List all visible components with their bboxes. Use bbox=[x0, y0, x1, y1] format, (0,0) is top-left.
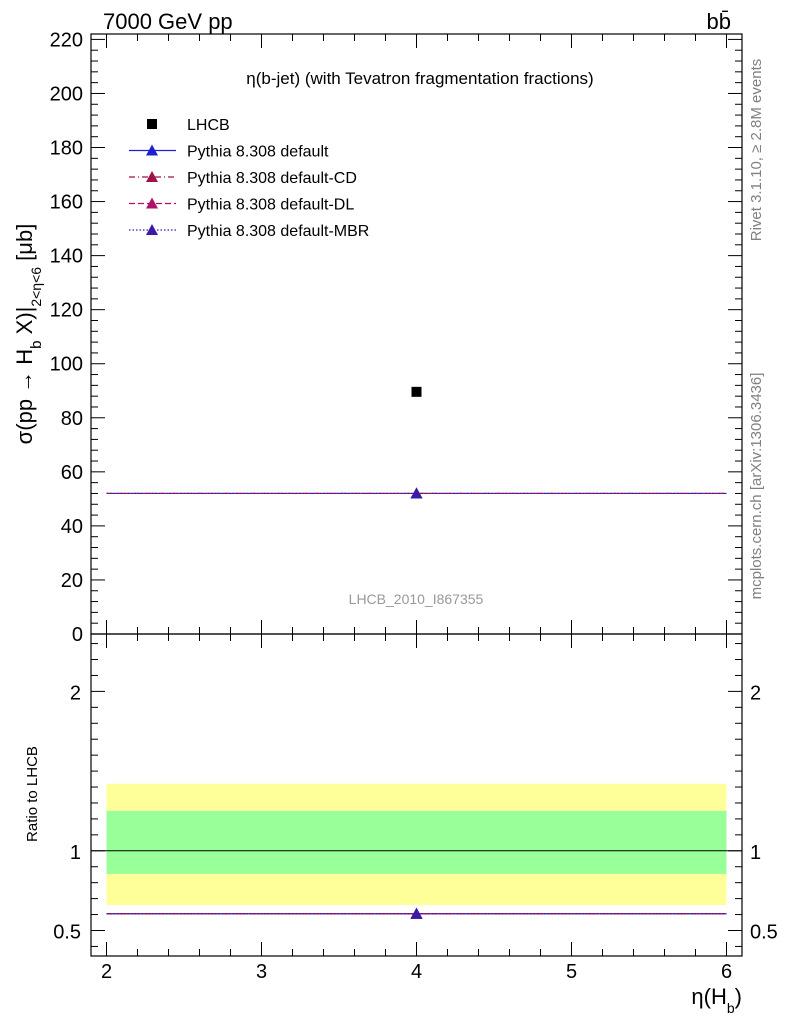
x-tick-label: 4 bbox=[411, 961, 422, 983]
y-axis-label: σ(pp → Hb X)|2<η<6 [μb] bbox=[12, 224, 45, 445]
legend-pythia-8-308-default-mbr-marker bbox=[146, 224, 158, 235]
y-tick-label: 200 bbox=[50, 83, 83, 105]
y-tick-label: 60 bbox=[61, 462, 83, 484]
legend-pythia-8-308-default-marker bbox=[146, 144, 158, 156]
legend-lhcb-label: LHCB bbox=[187, 117, 230, 134]
y-tick-label: 140 bbox=[50, 246, 83, 268]
legend: LHCB Pythia 8.308 default Pythia 8.308 def… bbox=[129, 117, 369, 240]
legend-lhcb-marker bbox=[147, 119, 157, 129]
y-tick-label: 80 bbox=[61, 408, 83, 430]
legend-pythia-8-308-default-mbr-label: Pythia 8.308 default-MBR bbox=[187, 223, 369, 240]
legend-pythia-8-308-default-cd-label: Pythia 8.308 default-CD bbox=[187, 170, 357, 187]
ratio-panel: 0.5 0.5 1 1 2 2 2 3 4 5 6 Ratio to LHCB η(Hb) bbox=[24, 633, 778, 1016]
x-tick-label: 2 bbox=[101, 961, 112, 983]
y-tick-label: 20 bbox=[61, 570, 83, 592]
y-tick-label: 100 bbox=[50, 354, 83, 376]
ratio-y-tick-label-right: 1 bbox=[750, 842, 761, 864]
ratio-y-tick-label-right: 2 bbox=[750, 682, 761, 704]
legend-pythia-8-308-default-dl-label: Pythia 8.308 default-DL bbox=[187, 197, 354, 214]
legend-pythia-8-308-default-cd-marker bbox=[146, 171, 158, 182]
process-label: bb̄ bbox=[707, 9, 731, 34]
y-tick-label: 0 bbox=[72, 624, 83, 646]
ratio-y-axis-label: Ratio to LHCB bbox=[24, 746, 41, 842]
main-marks bbox=[106, 386, 727, 499]
ratio-ticks: 0.5 0.5 1 1 2 2 2 3 4 5 6 bbox=[53, 634, 778, 983]
ratio-y-tick-label: 2 bbox=[70, 682, 81, 704]
rivet-label: Rivet 3.1.10, ≥ 2.8M events bbox=[748, 59, 765, 242]
ratio-y-tick-label: 1 bbox=[70, 842, 81, 864]
x-tick-label: 3 bbox=[256, 961, 267, 983]
ratio-y-tick-label: 0.5 bbox=[53, 921, 81, 943]
ratio-y-tick-label-right: 0.5 bbox=[750, 921, 778, 943]
ratio-marks bbox=[91, 783, 742, 919]
energy-label: 7000 GeV pp bbox=[103, 9, 233, 34]
y-tick-label: 40 bbox=[61, 516, 83, 538]
mcplots-label: mcplots.cern.ch [arXiv:1306.3436] bbox=[748, 373, 765, 600]
legend-pythia-8-308-default-label: Pythia 8.308 default bbox=[187, 144, 329, 161]
lhcb-point bbox=[411, 386, 422, 397]
x-tick-label: 5 bbox=[566, 961, 577, 983]
pythia-8-308-default-mbr-point bbox=[410, 487, 423, 499]
x-axis-label: η(Hb) bbox=[691, 984, 742, 1016]
y-tick-label: 180 bbox=[50, 138, 83, 160]
y-tick-label: 160 bbox=[50, 192, 83, 214]
uncertainty-band-inner bbox=[106, 810, 727, 874]
main-ticks: 0 20 40 60 80 100 120 140 160 180 200 220 bbox=[50, 29, 742, 646]
main-panel: 0 20 40 60 80 100 120 140 160 180 200 220 η(b-jet) … bbox=[12, 29, 743, 646]
analysis-id: LHCB_2010_I867355 bbox=[349, 591, 484, 607]
main-title: η(b-jet) (with Tevatron fragmentation fr… bbox=[246, 69, 593, 88]
ratio-pythia-8-308-default-mbr-point bbox=[410, 907, 423, 919]
y-tick-label: 120 bbox=[50, 300, 83, 322]
legend-pythia-8-308-default-dl-marker bbox=[146, 197, 158, 209]
y-tick-label: 220 bbox=[50, 29, 83, 51]
x-tick-label: 6 bbox=[721, 961, 732, 983]
